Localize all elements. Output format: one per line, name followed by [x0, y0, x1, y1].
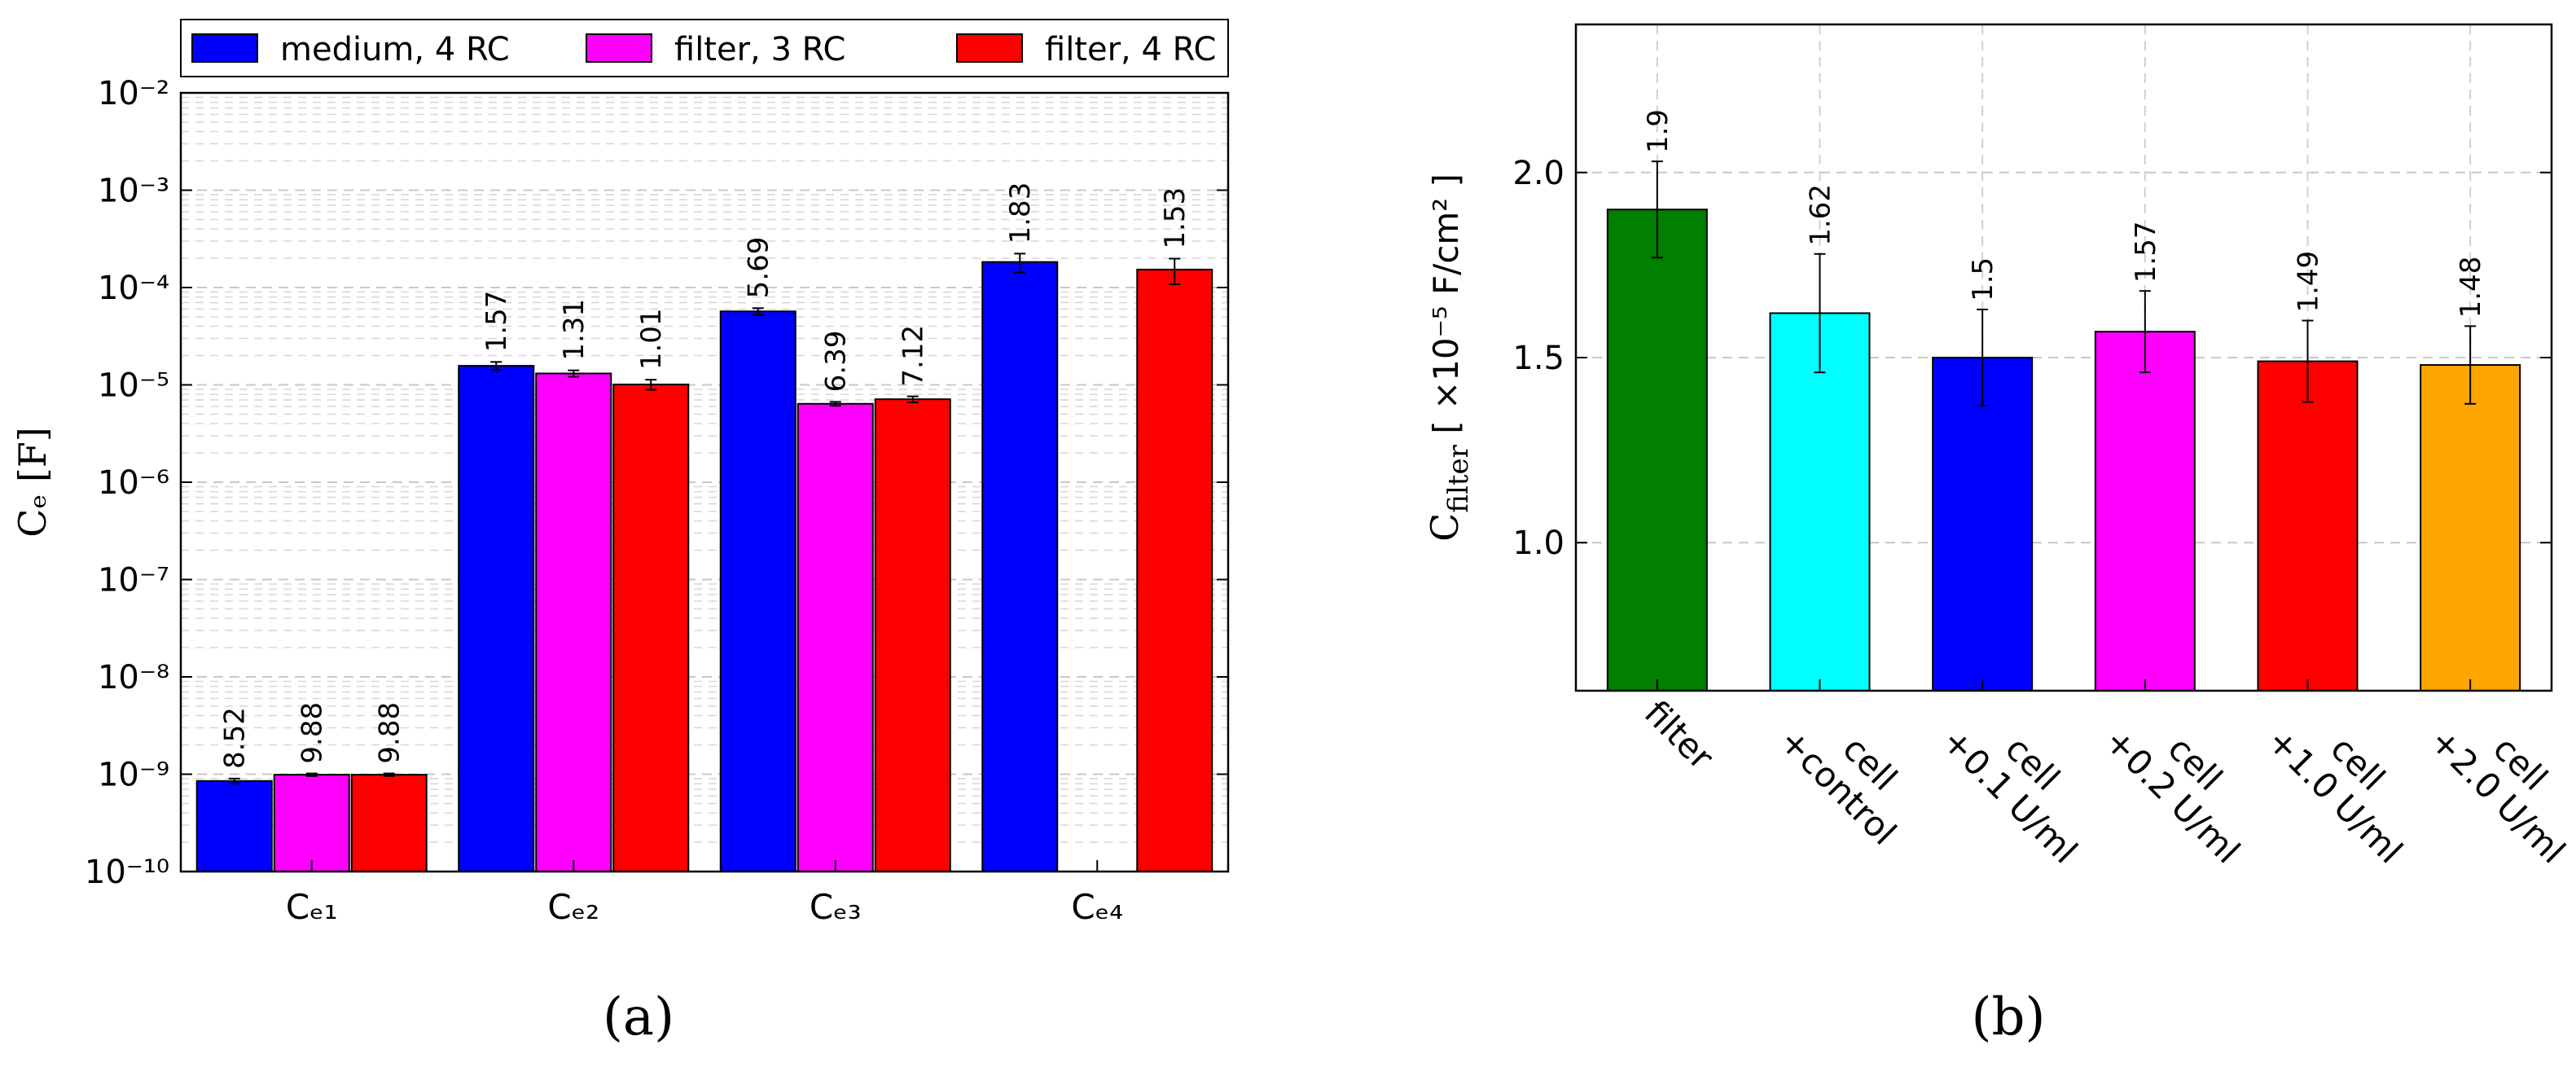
y-axis-label-main: C — [1423, 513, 1467, 542]
y-axis-label: Cfilter [ ×10⁻⁵ F/cm² ] — [1423, 173, 1475, 542]
y-tick-label: 1.0 — [1512, 525, 1564, 562]
legend-box — [180, 19, 1229, 77]
data-label: 6.39 — [820, 331, 853, 393]
x-tick-label-line: +2.0 U/ml — [2422, 720, 2573, 871]
legend-label: filter, 3 RC — [674, 31, 845, 68]
bar — [2420, 364, 2521, 692]
y-axis-label-sub: filter — [1442, 444, 1475, 512]
data-label: 1.48 — [2455, 257, 2487, 318]
data-label: 9.88 — [374, 702, 406, 764]
y-tick-label: 10⁻⁴ — [98, 270, 169, 307]
plot-frame — [179, 91, 1230, 873]
y-tick-label: 1.5 — [1512, 340, 1564, 377]
y-tick-label: 10⁻¹⁰ — [85, 854, 169, 891]
data-label: 1.57 — [481, 291, 513, 353]
legend-swatch — [191, 33, 258, 63]
x-tick-label: filter — [1637, 692, 1722, 777]
legend-swatch — [586, 33, 652, 63]
bar — [874, 398, 951, 872]
legend-label: filter, 4 RC — [1045, 31, 1216, 68]
y-tick-label: 2.0 — [1512, 155, 1564, 192]
bar — [458, 365, 535, 873]
x-tick-label: cell+2.0 U/ml — [2422, 692, 2576, 871]
legend-swatch — [956, 33, 1023, 63]
x-tick-label: cell+control — [1771, 692, 1931, 852]
data-label: 1.57 — [2130, 221, 2162, 283]
bar — [195, 780, 273, 872]
bar — [796, 402, 874, 872]
bar — [273, 774, 350, 872]
x-tick-label: cell+1.0 U/ml — [2259, 692, 2438, 871]
y-tick-label: 10⁻³ — [98, 173, 169, 210]
data-label: 1.83 — [1004, 182, 1037, 244]
panel-b-chart: 1.0 1.5 2.0 1.9 1.62 1.5 1.57 1.49 1.48 filter cel… — [1423, 23, 2576, 1047]
x-tick-label: Cₑ₄ — [1071, 887, 1123, 927]
bar — [2257, 360, 2359, 692]
bar — [719, 310, 796, 872]
x-tick-label: Cₑ₂ — [547, 887, 599, 927]
data-label: 1.62 — [1805, 184, 1837, 246]
y-tick-label: 10⁻⁷ — [98, 562, 169, 599]
x-tick-label: Cₑ₃ — [810, 887, 862, 927]
data-label: 1.53 — [1159, 187, 1191, 249]
caption-b: (b) — [1972, 987, 2046, 1047]
y-tick-label: 10⁻⁹ — [98, 757, 169, 794]
bar — [981, 261, 1059, 872]
y-tick-label: 10⁻⁵ — [98, 367, 169, 405]
panel-a-chart: 10⁻¹⁰ 10⁻⁹ 10⁻⁸ 10⁻⁷ 10⁻⁶ 10⁻⁵ 10⁻⁴ 10⁻³ 10⁻² 8.5… — [11, 19, 1230, 1047]
x-tick-label-line: +0.1 U/ml — [1934, 720, 2085, 871]
data-label: 5.69 — [743, 237, 775, 299]
bar — [2094, 331, 2196, 692]
bar — [1136, 268, 1213, 872]
x-tick-label-line: +1.0 U/ml — [2259, 720, 2410, 871]
y-axis-label-unit: [ ×10⁻⁵ F/cm² ] — [1426, 173, 1466, 445]
bar — [612, 383, 690, 872]
caption-a: (a) — [603, 987, 674, 1047]
x-tick-label: cell+0.2 U/ml — [2097, 692, 2275, 871]
plot-frame — [1574, 23, 2553, 692]
x-tick-label-line: +0.2 U/ml — [2097, 720, 2248, 871]
x-tick-label: cell+0.1 U/ml — [1934, 692, 2113, 871]
y-axis-label: Cₑ [F] — [11, 427, 55, 537]
bar — [1606, 209, 1708, 692]
bar — [535, 372, 612, 872]
x-tick-label: Cₑ₁ — [286, 887, 338, 927]
data-label: 8.52 — [219, 707, 252, 769]
data-label: 1.5 — [1967, 257, 1999, 301]
bar — [350, 774, 428, 872]
data-label: 1.9 — [1642, 109, 1674, 153]
x-tick-label-line: filter — [1637, 692, 1722, 777]
y-tick-label: 10⁻⁶ — [98, 464, 169, 502]
data-label: 1.31 — [558, 299, 590, 361]
data-label: 7.12 — [897, 325, 930, 387]
legend-label: medium, 4 RC — [280, 31, 510, 68]
bar — [1932, 357, 2034, 692]
data-label: 9.88 — [296, 702, 329, 764]
y-tick-label: 10⁻² — [98, 75, 169, 112]
y-tick-label: 10⁻⁸ — [98, 659, 169, 696]
bar — [1769, 312, 1871, 692]
data-label: 1.49 — [2293, 251, 2325, 313]
data-label: 1.01 — [635, 308, 668, 370]
